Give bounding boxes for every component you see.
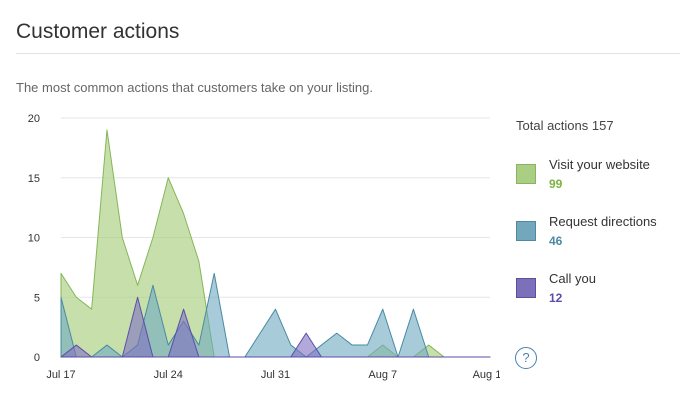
total-actions: Total actions 157 (516, 118, 614, 133)
chart-subtitle: The most common actions that customers t… (16, 80, 373, 95)
legend-swatch (516, 164, 536, 184)
page-title: Customer actions (16, 20, 180, 43)
y-tick-label: 10 (28, 233, 40, 245)
actions-chart: 0 5 10 15 20 Jul 17 Jul 24 Jul 31 Aug 7 Aug 14 (28, 113, 500, 381)
help-icon[interactable]: ? (515, 347, 537, 369)
x-tick-label: Aug 7 (368, 369, 397, 381)
legend-label: Request directions (549, 214, 657, 229)
legend: Total actions 157 Visit your website 99 … (516, 118, 686, 326)
legend-swatch (516, 221, 536, 241)
legend-item-call-you[interactable]: Call you 12 (516, 269, 686, 326)
series-area-3 (60, 296, 491, 358)
y-tick-label: 15 (28, 173, 40, 185)
x-tick-label: Jul 17 (46, 369, 75, 381)
legend-item-request-directions[interactable]: Request directions 46 (516, 212, 686, 269)
y-tick-label: 20 (28, 113, 40, 125)
x-tick-label: Jul 31 (261, 369, 290, 381)
legend-count: 46 (549, 234, 563, 248)
legend-item-visit-website[interactable]: Visit your website 99 (516, 155, 686, 212)
title-divider (16, 53, 680, 54)
legend-label: Visit your website (549, 157, 650, 172)
legend-label: Call you (549, 271, 596, 286)
legend-swatch (516, 278, 536, 298)
legend-count: 99 (549, 177, 563, 191)
y-tick-label: 5 (34, 292, 40, 304)
x-tick-label: Jul 24 (154, 369, 183, 381)
legend-count: 12 (549, 291, 563, 305)
y-tick-label: 0 (34, 352, 40, 364)
x-tick-label: Aug 14 (473, 369, 500, 381)
